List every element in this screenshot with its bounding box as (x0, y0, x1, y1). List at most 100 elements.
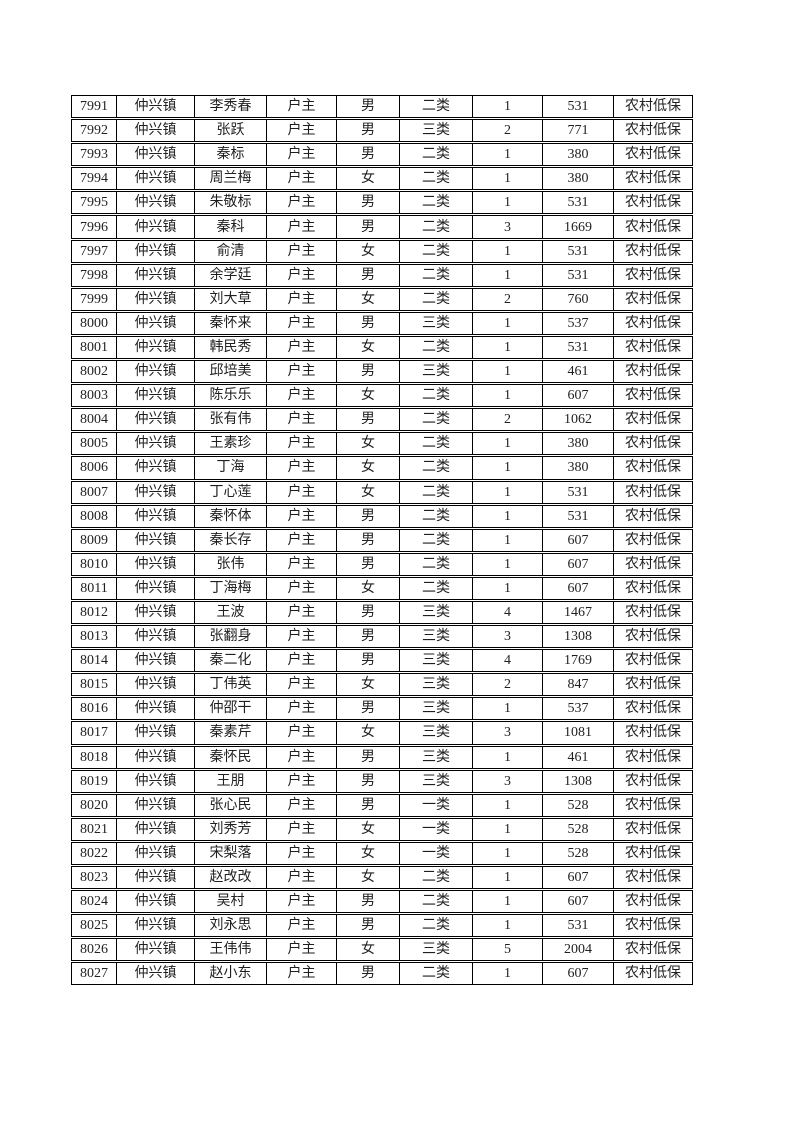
cell-household-role: 户主 (267, 914, 337, 938)
cell-serial-number: 8026 (71, 938, 117, 962)
cell-serial-number: 8021 (71, 817, 117, 841)
cell-name: 秦素芹 (195, 721, 267, 745)
cell-amount: 531 (543, 335, 614, 360)
cell-person-count: 1 (473, 191, 543, 215)
cell-household-role: 户主 (267, 408, 337, 432)
cell-category: 二类 (400, 576, 473, 600)
cell-category: 二类 (400, 143, 473, 167)
cell-category: 三类 (400, 649, 473, 673)
cell-amount: 380 (543, 456, 614, 480)
cell-person-count: 1 (473, 841, 543, 865)
table-row: 7992 仲兴镇 张跃 户主男三类 2 771 农村低保 (71, 119, 693, 143)
cell-gender: 男 (337, 95, 400, 119)
cell-category: 三类 (400, 745, 473, 769)
cell-person-count: 3 (473, 625, 543, 649)
cell-benefit-type: 农村低保 (614, 335, 693, 360)
cell-benefit-type: 农村低保 (614, 239, 693, 263)
cell-household-role: 户主 (267, 263, 337, 287)
cell-town: 仲兴镇 (117, 817, 195, 841)
cell-gender: 男 (337, 769, 400, 793)
cell-serial-number: 8024 (71, 890, 117, 914)
cell-gender: 女 (337, 167, 400, 191)
cell-name: 秦二化 (195, 649, 267, 673)
cell-amount: 1308 (543, 625, 614, 649)
cell-town: 仲兴镇 (117, 143, 195, 167)
cell-benefit-type: 农村低保 (614, 576, 693, 600)
cell-amount: 537 (543, 311, 614, 335)
cell-gender: 男 (337, 914, 400, 938)
cell-serial-number: 7992 (71, 119, 117, 143)
cell-serial-number: 8001 (71, 335, 117, 360)
cell-gender: 男 (337, 745, 400, 769)
cell-town: 仲兴镇 (117, 480, 195, 504)
cell-person-count: 1 (473, 456, 543, 480)
cell-category: 二类 (400, 890, 473, 914)
cell-serial-number: 8000 (71, 311, 117, 335)
cell-person-count: 2 (473, 119, 543, 143)
cell-amount: 607 (543, 866, 614, 890)
cell-person-count: 1 (473, 335, 543, 360)
cell-benefit-type: 农村低保 (614, 649, 693, 673)
cell-amount: 760 (543, 287, 614, 311)
cell-household-role: 户主 (267, 673, 337, 697)
cell-amount: 531 (543, 263, 614, 287)
cell-amount: 607 (543, 890, 614, 914)
cell-gender: 女 (337, 335, 400, 360)
cell-town: 仲兴镇 (117, 745, 195, 769)
cell-benefit-type: 农村低保 (614, 673, 693, 697)
cell-category: 二类 (400, 432, 473, 456)
cell-category: 二类 (400, 552, 473, 576)
cell-person-count: 1 (473, 962, 543, 986)
cell-person-count: 1 (473, 817, 543, 841)
cell-serial-number: 8013 (71, 625, 117, 649)
cell-category: 二类 (400, 504, 473, 528)
table-row: 7995 仲兴镇 朱敬标 户主男二类 1 531 农村低保 (71, 191, 693, 215)
table-row: 8010 仲兴镇 张伟 户主男二类 1 607 农村低保 (71, 552, 693, 576)
cell-serial-number: 7991 (71, 95, 117, 119)
cell-town: 仲兴镇 (117, 576, 195, 600)
cell-amount: 771 (543, 119, 614, 143)
cell-town: 仲兴镇 (117, 95, 195, 119)
table-row: 8012 仲兴镇 王波 户主男三类 4 1467 农村低保 (71, 600, 693, 625)
table-row: 7991 仲兴镇 李秀春 户主男二类 1 531 农村低保 (71, 95, 693, 119)
cell-name: 王素珍 (195, 432, 267, 456)
cell-category: 二类 (400, 528, 473, 552)
table-row: 8002 仲兴镇 邱培美 户主男三类 1 461 农村低保 (71, 360, 693, 384)
cell-benefit-type: 农村低保 (614, 263, 693, 287)
cell-serial-number: 8011 (71, 576, 117, 600)
cell-amount: 380 (543, 167, 614, 191)
cell-household-role: 户主 (267, 95, 337, 119)
cell-serial-number: 8014 (71, 649, 117, 673)
cell-name: 张有伟 (195, 408, 267, 432)
cell-person-count: 1 (473, 143, 543, 167)
cell-benefit-type: 农村低保 (614, 504, 693, 528)
cell-household-role: 户主 (267, 143, 337, 167)
table-row: 8027 仲兴镇 赵小东 户主男二类 1 607 农村低保 (71, 962, 693, 986)
cell-gender: 女 (337, 480, 400, 504)
cell-household-role: 户主 (267, 360, 337, 384)
cell-town: 仲兴镇 (117, 167, 195, 191)
cell-category: 三类 (400, 625, 473, 649)
table-row: 8000 仲兴镇 秦怀来 户主男三类 1 537 农村低保 (71, 311, 693, 335)
cell-gender: 男 (337, 625, 400, 649)
cell-category: 二类 (400, 287, 473, 311)
cell-town: 仲兴镇 (117, 263, 195, 287)
cell-benefit-type: 农村低保 (614, 697, 693, 721)
cell-amount: 1062 (543, 408, 614, 432)
cell-amount: 1669 (543, 215, 614, 239)
cell-name: 余学廷 (195, 263, 267, 287)
cell-household-role: 户主 (267, 866, 337, 890)
cell-category: 二类 (400, 215, 473, 239)
cell-household-role: 户主 (267, 890, 337, 914)
cell-benefit-type: 农村低保 (614, 191, 693, 215)
cell-serial-number: 8007 (71, 480, 117, 504)
cell-household-role: 户主 (267, 600, 337, 625)
cell-amount: 531 (543, 504, 614, 528)
cell-name: 宋梨落 (195, 841, 267, 865)
cell-amount: 607 (543, 962, 614, 986)
table-row: 8018 仲兴镇 秦怀民 户主男三类 1 461 农村低保 (71, 745, 693, 769)
cell-category: 二类 (400, 456, 473, 480)
cell-household-role: 户主 (267, 456, 337, 480)
cell-person-count: 2 (473, 408, 543, 432)
cell-gender: 男 (337, 528, 400, 552)
